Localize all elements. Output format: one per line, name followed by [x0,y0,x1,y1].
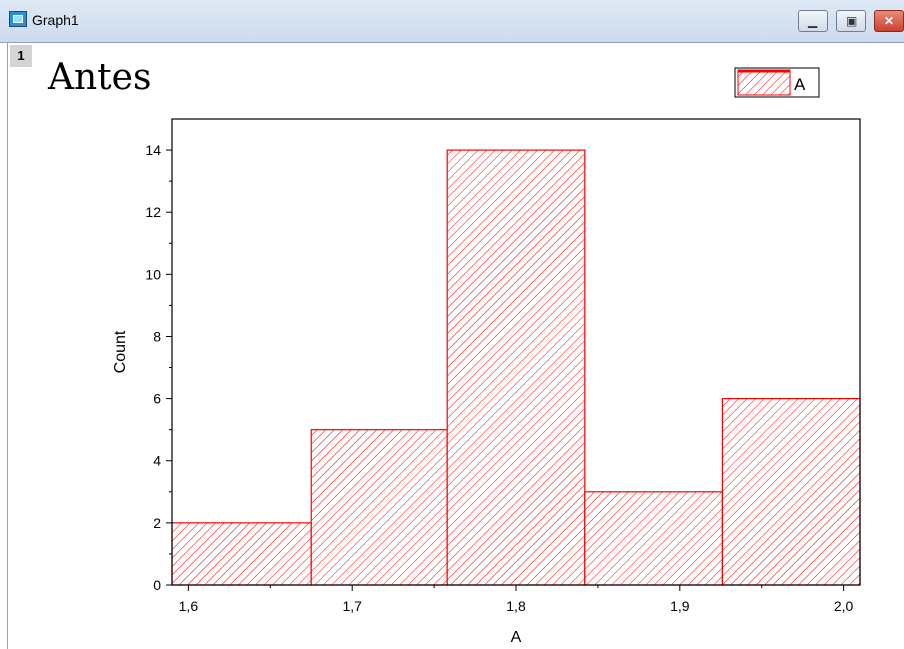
maximize-button[interactable]: ▣ [836,10,866,32]
legend-label: A [794,75,806,94]
close-button[interactable]: ✕ [874,10,904,32]
legend[interactable]: A [734,67,820,98]
x-tick-label: 1,9 [670,598,690,614]
maximize-icon: ▣ [846,14,858,28]
layer-number-tag[interactable]: 1 [10,45,32,67]
y-tick-label: 14 [145,142,161,158]
graph-window-icon [9,11,27,27]
y-tick-label: 10 [145,266,161,282]
legend-swatch [737,69,791,96]
close-icon: ✕ [884,14,895,28]
histogram-bar-1[interactable] [171,522,312,586]
x-tick-label: 1,6 [179,598,199,614]
y-tick-label: 4 [153,453,161,469]
histogram-bar-2[interactable] [310,429,448,586]
y-tick-label: 0 [153,577,161,593]
minimize-button[interactable]: ▁ [798,10,828,32]
histogram-bar-5[interactable] [721,398,861,586]
histogram-bar-4[interactable] [584,491,723,586]
y-tick-label: 12 [145,204,161,220]
y-tick-label: 6 [153,391,161,407]
x-axis-label: A [511,629,522,646]
graph-title: Antes [48,57,152,98]
x-tick-label: 1,8 [506,598,526,614]
histogram-bar-3[interactable] [446,149,586,586]
y-tick-label: 2 [153,515,161,531]
window-left-border [7,42,8,649]
y-tick-label: 8 [153,328,161,344]
minimize-icon: ▁ [808,14,818,28]
window-title: Graph1 [32,12,79,28]
window-titlebar[interactable]: Graph1 ▁ ▣ ✕ [0,0,904,43]
x-tick-label: 2,0 [834,598,854,614]
x-tick-label: 1,7 [342,598,362,614]
y-axis-label: Count [112,330,129,373]
